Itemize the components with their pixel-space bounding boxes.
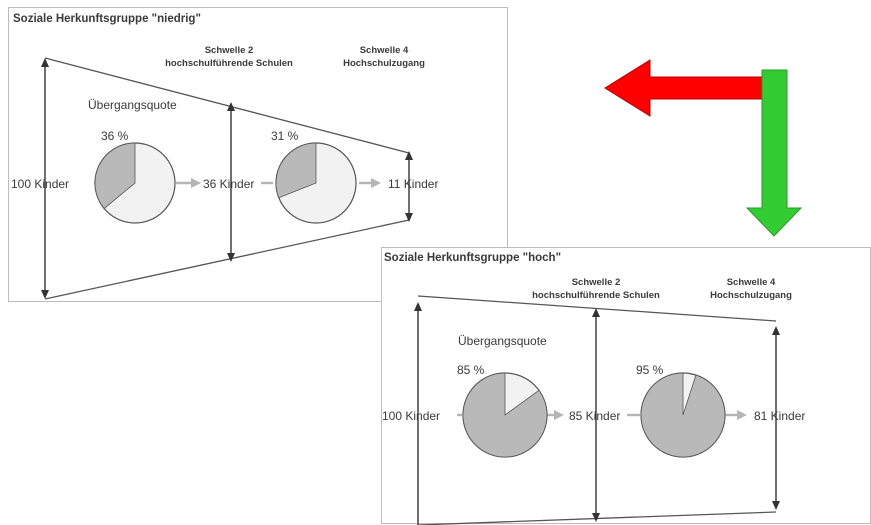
pie-chart-2-percent: 95 % xyxy=(636,363,664,377)
diagram-high-origin: Soziale Herkunftsgruppe "hoch" Schwelle … xyxy=(382,252,805,525)
panel-title: Soziale Herkunftsgruppe "niedrig" xyxy=(13,13,201,25)
flow-arrowhead xyxy=(554,410,564,420)
pie-chart-1-percent: 85 % xyxy=(457,363,485,377)
threshold-4-label: Schwelle 4 xyxy=(727,277,776,288)
start-count-label: 100 Kinder xyxy=(382,409,440,423)
panel-title: Soziale Herkunftsgruppe "hoch" xyxy=(384,252,561,264)
end-count-label: 11 Kinder xyxy=(388,177,438,191)
threshold-4-sublabel: Hochschulzugang xyxy=(343,58,425,69)
green-down-arrow-icon xyxy=(745,69,803,237)
rate-label: Übergangsquote xyxy=(88,98,177,112)
threshold-2-sublabel: hochschulführende Schulen xyxy=(165,58,293,69)
arrowhead-up xyxy=(772,326,780,335)
pie-chart-1-filled-slice xyxy=(462,372,548,458)
mid-count-label: 85 Kinder xyxy=(569,409,620,423)
rate-label: Übergangsquote xyxy=(458,334,547,348)
arrowhead-down xyxy=(405,213,413,222)
pie-chart-2-filled-slice xyxy=(275,142,317,199)
threshold-4-sublabel: Hochschulzugang xyxy=(710,290,792,301)
panel-low-origin: Soziale Herkunftsgruppe "niedrig" Schwel… xyxy=(8,7,508,302)
arrowhead-down xyxy=(227,253,235,262)
pie-chart-2-filled-slice xyxy=(640,372,726,458)
funnel-top-edge xyxy=(417,295,777,322)
flow-arrowhead xyxy=(371,178,381,188)
arrowhead-up xyxy=(405,151,413,160)
arrowhead-up xyxy=(41,58,49,67)
flow-arrowhead xyxy=(191,178,201,188)
funnel-top-edge xyxy=(44,57,410,154)
red-left-arrow-icon xyxy=(604,59,769,117)
panel-high-origin: Soziale Herkunftsgruppe "hoch" Schwelle … xyxy=(381,247,871,525)
threshold-2-sublabel: hochschulführende Schulen xyxy=(532,290,660,301)
pie-chart-1-percent: 36 % xyxy=(101,129,129,143)
arrowhead-down xyxy=(41,290,49,299)
flow-arrowhead xyxy=(737,410,747,420)
pie-chart-1-filled-slice xyxy=(94,142,136,210)
threshold-4-label: Schwelle 4 xyxy=(360,45,409,56)
arrowhead-down xyxy=(592,513,600,522)
threshold-2-label: Schwelle 2 xyxy=(205,45,254,56)
arrowhead-down xyxy=(772,501,780,510)
threshold-2-label: Schwelle 2 xyxy=(572,277,621,288)
funnel-bottom-edge xyxy=(44,219,410,300)
diagram-low-origin: Soziale Herkunftsgruppe "niedrig" Schwel… xyxy=(11,13,438,300)
start-count-label: 100 Kinder xyxy=(11,177,69,191)
arrowhead-up xyxy=(227,102,235,111)
mid-count-label: 36 Kinder xyxy=(203,177,254,191)
arrowhead-up xyxy=(414,302,422,311)
pie-chart-2-percent: 31 % xyxy=(271,129,299,143)
end-count-label: 81 Kinder xyxy=(754,409,805,423)
arrowhead-up xyxy=(592,308,600,317)
